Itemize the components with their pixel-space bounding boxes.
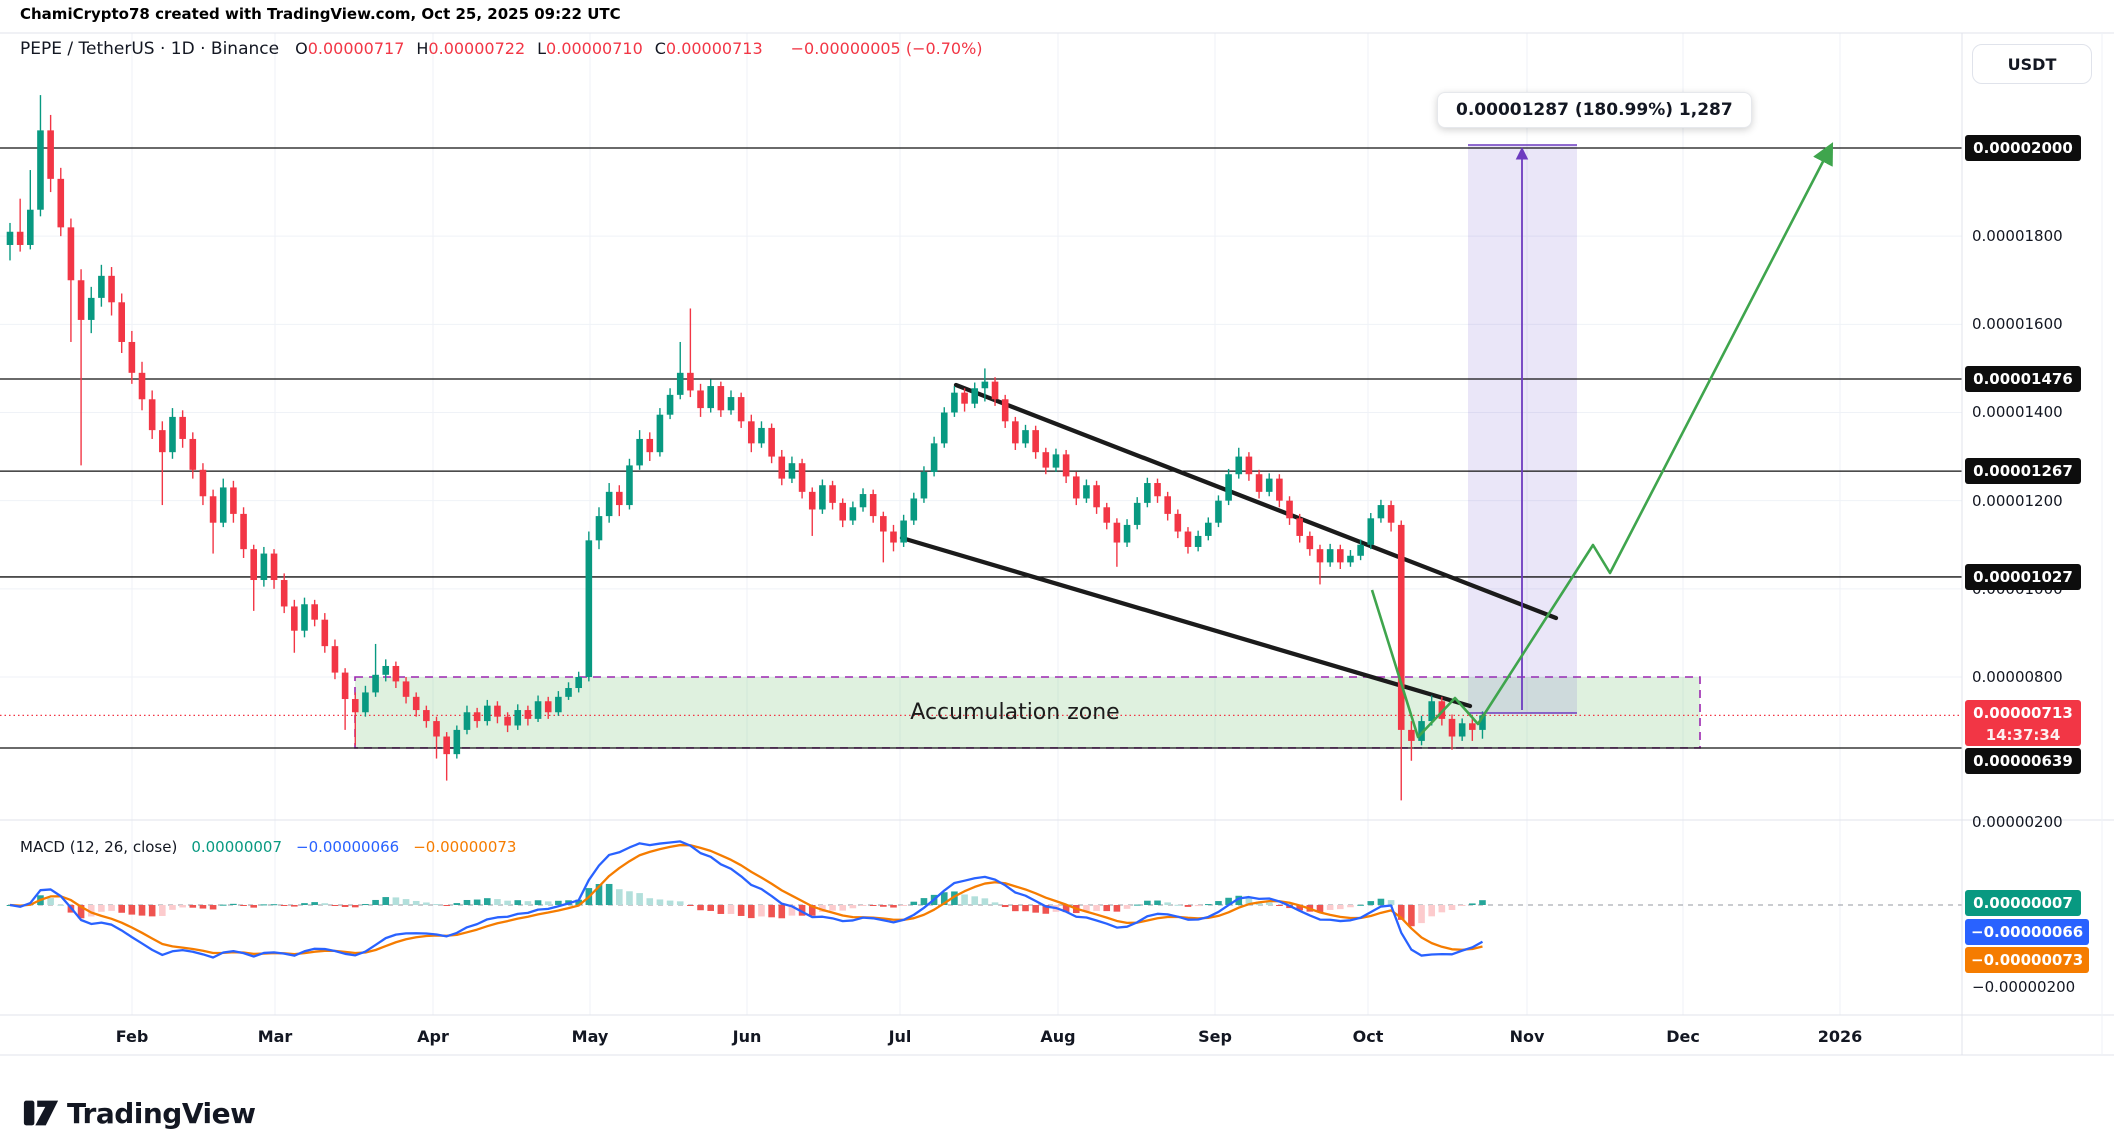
price-axis-label: 0.00000800: [1972, 668, 2063, 686]
ohlc-item: C0.00000713: [654, 39, 763, 58]
price-level-badge: 0.00000639: [1965, 748, 2081, 774]
current-price-value: 0.00000713: [1973, 704, 2073, 722]
ohlc-item: H0.00000722: [416, 39, 526, 58]
price-level-badge: 0.00001267: [1965, 458, 2081, 484]
ohlc-item: L0.00000710: [537, 39, 643, 58]
time-axis-label: Mar: [257, 1027, 293, 1046]
ohlc-item: O0.00000717: [295, 39, 405, 58]
measurement-tooltip: 0.00001287 (180.99%) 1,287: [1437, 92, 1752, 128]
time-axis-label: May: [571, 1027, 609, 1046]
time-axis-label: Aug: [1040, 1027, 1076, 1046]
macd-legend-values: 0.00000007 −0.00000066 −0.00000073: [191, 838, 530, 856]
time-axis-label: 2026: [1817, 1027, 1863, 1046]
projection-arrow: [1370, 142, 1834, 739]
macd-legend-title: MACD (12, 26, close): [20, 838, 178, 856]
macd-value: −0.00000073: [413, 838, 517, 856]
symbol-title: PEPE / TetherUS · 1D · Binance: [20, 39, 280, 59]
time-axis-label: Jun: [732, 1027, 762, 1046]
current-price-badge: 0.00000713 14:37:34: [1965, 700, 2081, 746]
accumulation-zone-label: Accumulation zone: [910, 700, 1120, 725]
macd-value-badge: −0.00000066: [1965, 919, 2090, 945]
price-level-badge: 0.00002000: [1965, 135, 2081, 161]
currency-unit-button[interactable]: USDT: [1972, 44, 2092, 84]
tradingview-logo[interactable]: TradingView: [22, 1094, 256, 1132]
symbol-legend: PEPE / TetherUS · 1D · Binance O0.000007…: [20, 39, 983, 59]
macd-value: −0.00000066: [296, 838, 400, 856]
time-axis-label: Apr: [417, 1027, 449, 1046]
macd-value-badge: 0.00000007: [1965, 890, 2081, 916]
price-axis-label: 0.00001800: [1972, 227, 2063, 245]
macd-legend: MACD (12, 26, close) 0.00000007 −0.000000…: [20, 838, 530, 856]
time-axis-label: Jul: [888, 1027, 912, 1046]
price-level-badge: 0.00001027: [1965, 564, 2081, 590]
time-axis-label: Oct: [1352, 1027, 1384, 1046]
macd-panel-plot: [6, 840, 1962, 959]
gridlines: [0, 33, 1962, 1015]
price-axis-label: 0.00001200: [1972, 492, 2063, 510]
tradingview-logo-text: TradingView: [67, 1096, 256, 1130]
time-axis-label: Nov: [1509, 1027, 1545, 1046]
price-axis-label: 0.00001600: [1972, 315, 2063, 333]
macd-value-badge: −0.00000073: [1965, 947, 2090, 973]
change-value: −0.00000005 (−0.70%): [790, 39, 983, 58]
price-level-badge: 0.00001476: [1965, 366, 2081, 392]
horizontal-level-lines: [0, 147, 1962, 749]
attribution-text: ChamiCrypto78 created with TradingView.c…: [20, 5, 621, 23]
time-axis-label: Dec: [1666, 1027, 1700, 1046]
candlesticks: [6, 95, 1486, 801]
time-axis-label: Feb: [115, 1027, 149, 1046]
tradingview-logo-icon: [23, 1100, 59, 1126]
countdown-timer: 14:37:34: [1985, 726, 2061, 744]
descending-wedge-trendlines: [899, 382, 1559, 709]
macd-value: 0.00000007: [191, 838, 282, 856]
time-axis-label: Sep: [1198, 1027, 1232, 1046]
pane-separators: [0, 32, 2114, 1056]
macd-axis-label: −0.00000200: [1972, 978, 2076, 996]
ohlc-values: O0.00000717 H0.00000722 L0.00000710 C0.0000…: [295, 39, 775, 58]
price-axis-label: 0.00001400: [1972, 403, 2063, 421]
macd-axis-label: 0.00000200: [1972, 813, 2063, 831]
